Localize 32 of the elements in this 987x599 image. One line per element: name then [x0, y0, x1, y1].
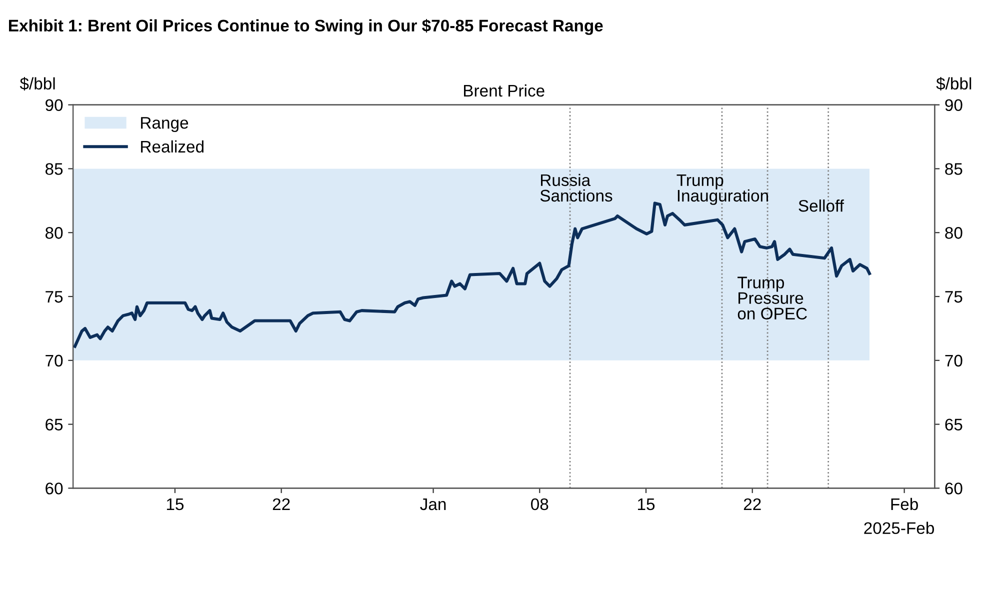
y2-tick-label: 85 — [945, 163, 962, 175]
legend-label: Range — [141, 117, 188, 132]
y-tick-label: 80 — [46, 227, 63, 239]
ref-line-label: Trump Pressure on OPEC — [738, 276, 807, 320]
y2-tick-label: 80 — [945, 227, 962, 239]
chart-subtitle: Brent Price — [464, 84, 544, 97]
x-tick-label: 08 — [531, 498, 548, 510]
y2-axis-title: $/bbl — [936, 77, 972, 91]
y2-tick-label: 70 — [945, 354, 962, 367]
y-tick-label: 85 — [46, 163, 63, 175]
x-tick-label: Jan — [420, 498, 446, 510]
y-axis-title: $/bbl — [20, 77, 55, 91]
y2-tick-label: 90 — [945, 99, 962, 112]
y-tick-label: 70 — [46, 354, 63, 367]
ref-line-label: Trump Inauguration — [676, 174, 768, 205]
y2-tick-label: 65 — [945, 418, 962, 430]
x-tick-label: 22 — [744, 498, 761, 510]
chart-title: Exhibit 1: Brent Oil Prices Continue to Swing in Our $70-85 Forecast Range — [9, 19, 603, 35]
x-tick-label: Feb — [891, 498, 918, 510]
y-tick-label: 65 — [46, 418, 63, 430]
ref-line-label: Selloff — [798, 200, 844, 212]
y2-tick-label: 75 — [945, 291, 962, 303]
x-axis-title: 2025-Feb — [864, 522, 934, 534]
y-tick-label: 75 — [46, 291, 63, 303]
legend-label: Realized — [141, 140, 204, 153]
x-tick-label: 15 — [638, 498, 655, 510]
ref-line-label: Russia Sanctions — [540, 174, 612, 202]
y2-tick-label: 60 — [945, 482, 962, 494]
y-tick-label: 90 — [46, 99, 63, 112]
x-tick-label: 15 — [166, 498, 184, 510]
y-tick-label: 60 — [46, 482, 63, 494]
x-tick-label: 22 — [272, 498, 290, 510]
